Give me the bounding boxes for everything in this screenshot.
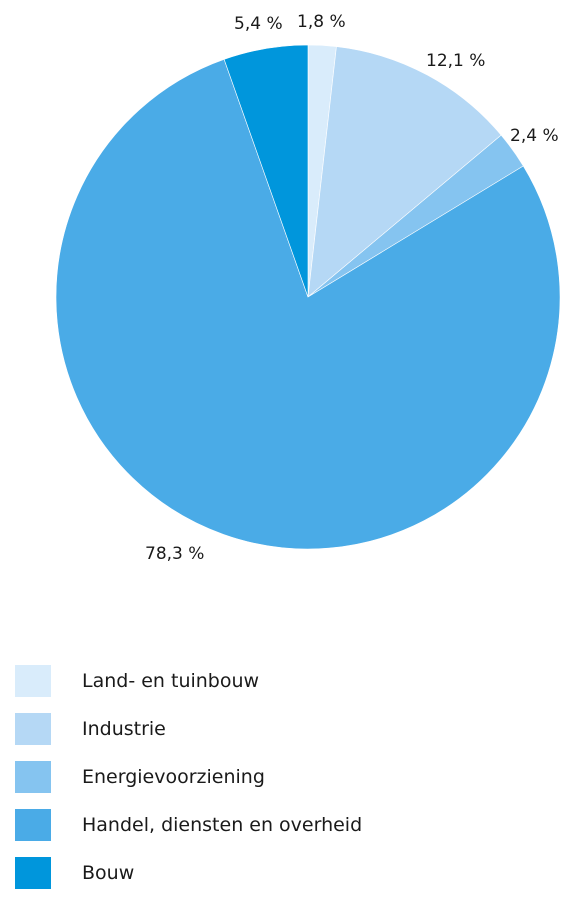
legend-swatch — [15, 809, 51, 841]
slice-label-energievoorziening: 2,4 % — [510, 126, 559, 146]
legend-label: Handel, diensten en overheid — [82, 814, 363, 836]
legend-swatch — [15, 761, 51, 793]
legend-label: Bouw — [82, 862, 135, 884]
legend-item-land-en-tuinbouw: Land- en tuinbouw — [15, 665, 362, 697]
legend-label: Land- en tuinbouw — [82, 670, 260, 692]
legend-item-industrie: Industrie — [15, 713, 362, 745]
pie-slice-bouw — [223, 44, 309, 298]
slice-label-land-en-tuinbouw: 1,8 % — [297, 12, 346, 32]
slice-label-handel-diensten-en-overheid: 78,3 % — [145, 544, 204, 564]
slice-label-bouw: 5,4 % — [234, 14, 283, 34]
legend-item-energievoorziening: Energievoorziening — [15, 761, 362, 793]
pie-slices — [55, 44, 561, 550]
slice-label-industrie: 12,1 % — [426, 51, 485, 71]
pie-slice-industrie — [307, 46, 502, 298]
pie-slice-labels: 1,8 % 12,1 % 2,4 % 78,3 % 5,4 % — [145, 12, 559, 564]
pie-slice-handel-diensten-en-overheid — [55, 58, 561, 550]
legend-label: Industrie — [82, 718, 166, 740]
legend-item-bouw: Bouw — [15, 857, 362, 889]
legend-label: Energievoorziening — [82, 766, 265, 788]
chart-legend: Land- en tuinbouw Industrie Energievoorz… — [15, 665, 362, 905]
legend-item-handel-diensten-en-overheid: Handel, diensten en overheid — [15, 809, 362, 841]
pie-chart: 1,8 % 12,1 % 2,4 % 78,3 % 5,4 % — [55, 12, 561, 564]
legend-swatch — [15, 713, 51, 745]
legend-swatch — [15, 665, 51, 697]
legend-swatch — [15, 857, 51, 889]
